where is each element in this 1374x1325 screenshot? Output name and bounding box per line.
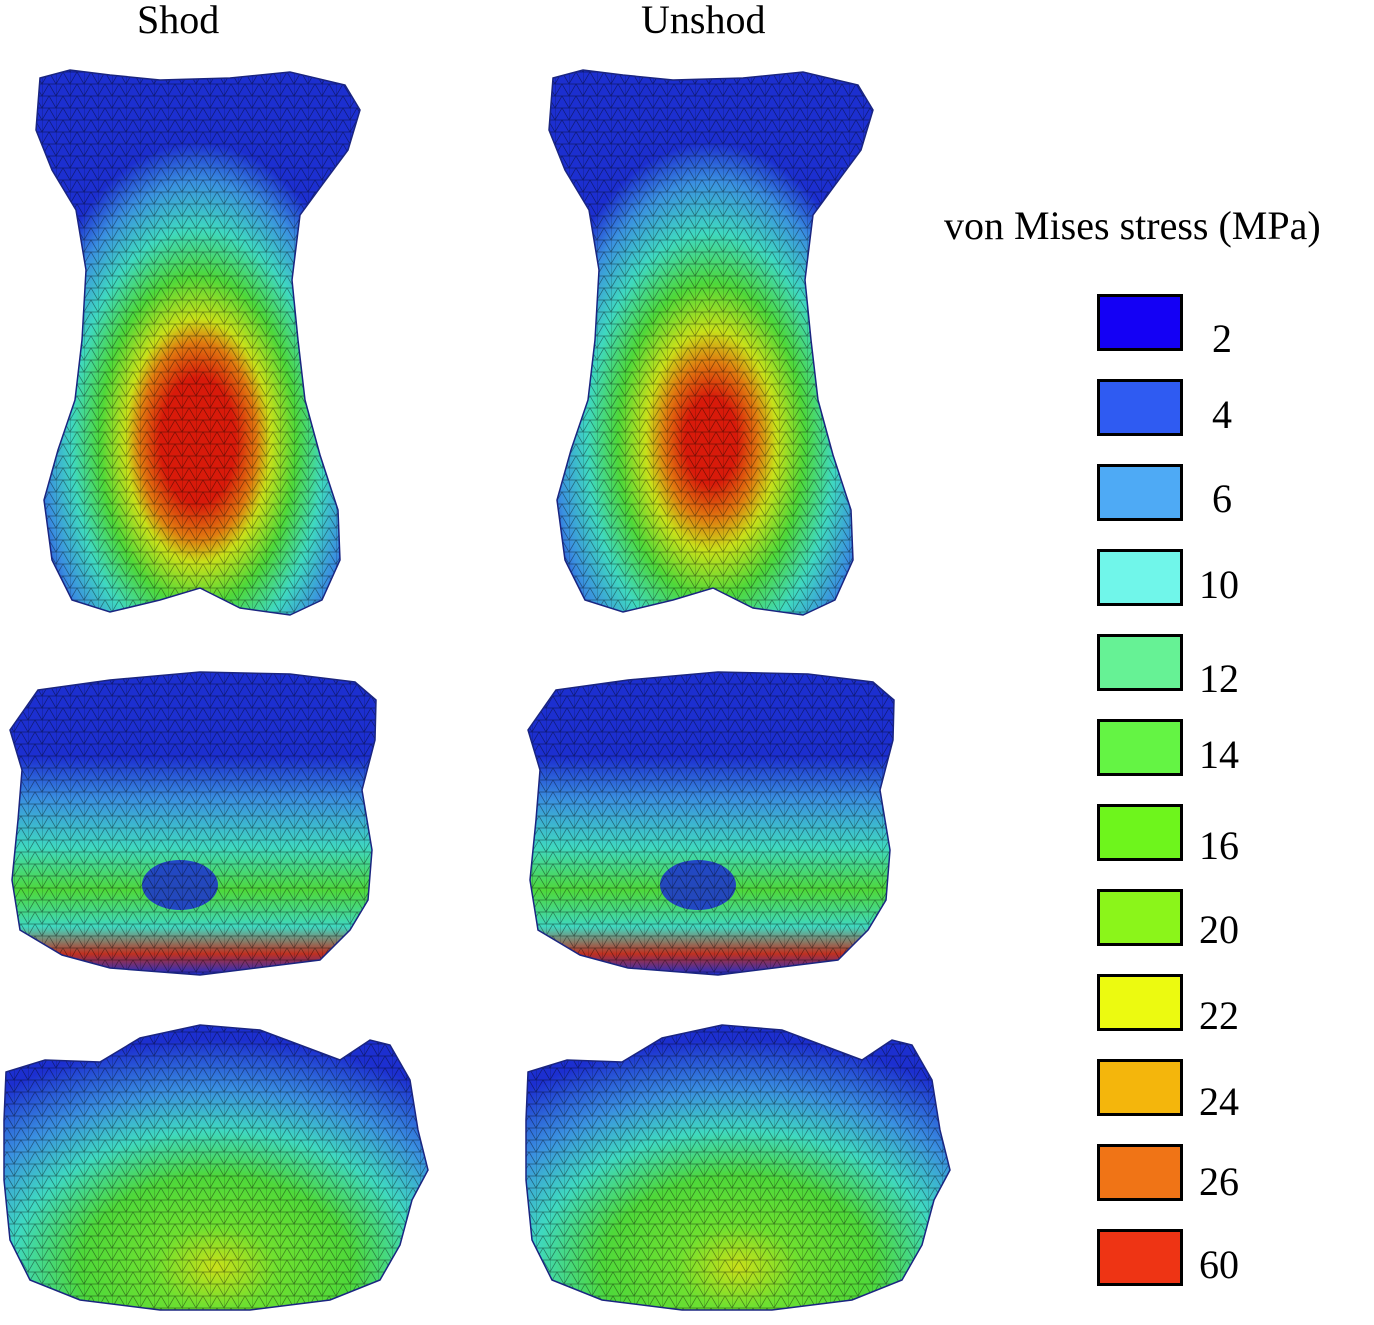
unshod-proximal-view xyxy=(527,671,895,976)
legend-label: 4 xyxy=(1212,392,1232,437)
legend-label: 24 xyxy=(1199,1079,1239,1124)
legend-label: 12 xyxy=(1199,656,1239,701)
legend-label: 26 xyxy=(1199,1159,1239,1204)
legend-swatch xyxy=(1097,1059,1183,1116)
legend-swatch xyxy=(1097,804,1183,861)
shod-solar-view xyxy=(3,1024,429,1311)
legend-swatch xyxy=(1097,634,1183,691)
legend-label: 20 xyxy=(1199,907,1239,952)
shod-proximal-view xyxy=(9,671,377,976)
legend-swatch xyxy=(1097,294,1183,351)
legend-swatch xyxy=(1097,1144,1183,1201)
column-title-shod: Shod xyxy=(137,0,220,42)
column-title-unshod: Unshod xyxy=(641,0,766,42)
legend-swatch xyxy=(1097,1229,1183,1286)
unshod-solar-view xyxy=(525,1024,951,1311)
shod-dorsal-view xyxy=(35,69,361,616)
legend-label: 6 xyxy=(1212,476,1232,521)
legend-swatch xyxy=(1097,719,1183,776)
legend-label: 16 xyxy=(1199,823,1239,868)
legend-label: 14 xyxy=(1199,732,1239,777)
legend-title: von Mises stress (MPa) xyxy=(944,203,1321,248)
legend-swatch xyxy=(1097,379,1183,436)
legend-swatch xyxy=(1097,889,1183,946)
legend-swatch xyxy=(1097,974,1183,1031)
legend-label: 10 xyxy=(1199,562,1239,607)
legend-label: 2 xyxy=(1212,316,1232,361)
legend-swatch xyxy=(1097,464,1183,521)
legend-swatch xyxy=(1097,549,1183,606)
unshod-dorsal-view xyxy=(548,69,874,616)
legend-label: 22 xyxy=(1199,993,1239,1038)
legend-label: 60 xyxy=(1199,1242,1239,1287)
